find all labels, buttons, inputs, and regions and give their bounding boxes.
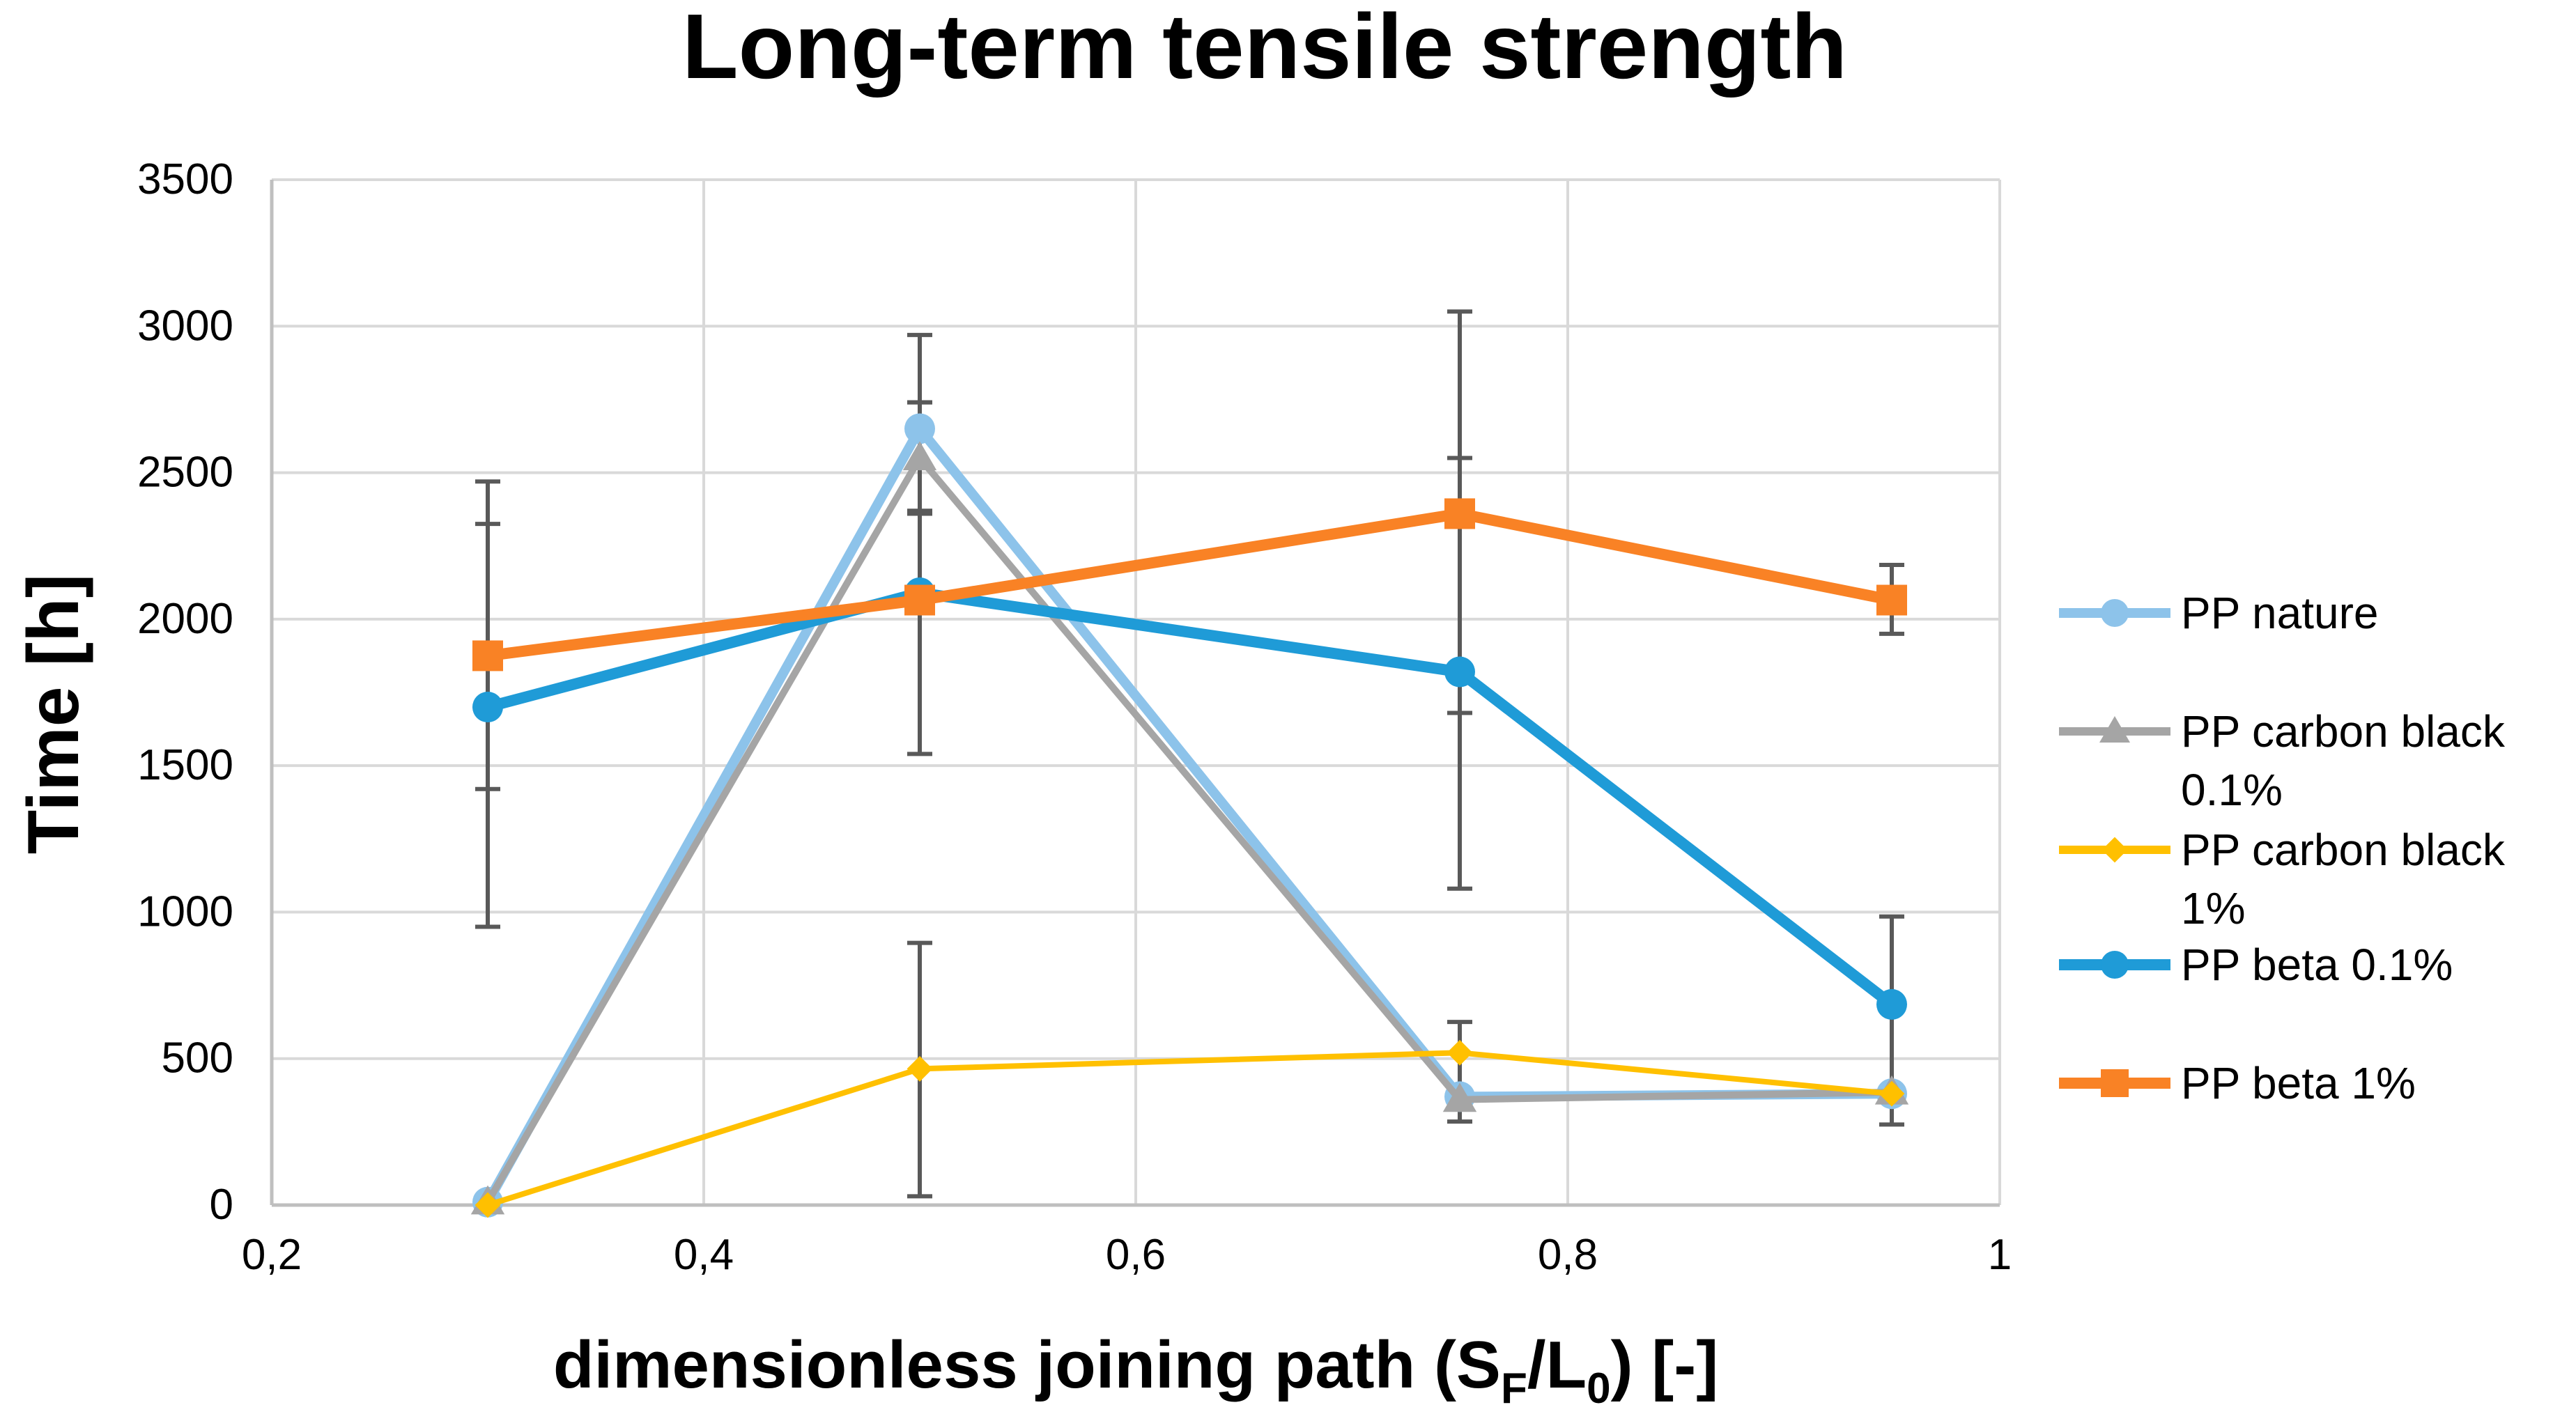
x-axis-label-tail: ) [-] xyxy=(1611,1328,1719,1402)
legend-label-pp-carbon-black-0-1: PP carbon black 0.1% xyxy=(2181,706,2506,815)
y-tick-label: 3000 xyxy=(137,302,233,350)
axes xyxy=(270,180,2000,1207)
x-tick-label: 0,2 xyxy=(242,1231,302,1279)
series-line-pp-carbon-black-0-1 xyxy=(484,454,1892,1204)
legend-label-pp-carbon-black-1: PP carbon black 1% xyxy=(2181,825,2506,933)
data-point-pp-beta-1 xyxy=(1444,498,1475,529)
legend-label-line: PP carbon black xyxy=(2181,825,2506,875)
legend-swatch-marker-pp-nature xyxy=(2101,599,2129,627)
data-point-pp-beta-1 xyxy=(472,640,503,671)
legend-label-line: PP beta 0.1% xyxy=(2181,940,2453,990)
y-tick-label: 3500 xyxy=(137,155,233,203)
legend-label-line: PP beta 1% xyxy=(2181,1058,2416,1108)
x-axis-label-sub-0: 0 xyxy=(1587,1365,1610,1413)
x-tick-labels: 0,2 0,4 0,6 0,8 1 xyxy=(242,1231,2012,1279)
chart-title: Long-term tensile strength xyxy=(682,0,1847,98)
data-point-pp-beta-0-1 xyxy=(472,692,503,723)
x-tick-label: 0,6 xyxy=(1106,1231,1166,1279)
legend-label-line: PP nature xyxy=(2181,588,2378,638)
x-axis-label: dimensionless joining path (SF/L0) [-] xyxy=(553,1328,1718,1413)
data-point-pp-nature xyxy=(904,413,935,444)
data-point-pp-beta-1 xyxy=(1876,584,1907,616)
x-tick-label: 1 xyxy=(1988,1231,2012,1279)
data-point-pp-carbon-black-1 xyxy=(1879,1080,1905,1107)
data-point-pp-carbon-black-1 xyxy=(475,1192,501,1218)
legend-label-line: PP carbon black xyxy=(2181,706,2506,756)
data-point-pp-carbon-black-1 xyxy=(1447,1039,1473,1066)
legend-label-line: 0.1% xyxy=(2181,765,2283,815)
legend-swatch-marker-pp-beta-0-1 xyxy=(2101,951,2129,979)
data-point-pp-beta-0-1 xyxy=(1876,988,1907,1020)
x-axis-label-sub-f: F xyxy=(1501,1365,1527,1413)
data-point-pp-beta-0-1 xyxy=(1444,656,1475,688)
x-tick-label: 0,4 xyxy=(674,1231,734,1279)
series-line-pp-beta-1 xyxy=(486,508,1893,662)
y-tick-label: 1000 xyxy=(137,887,233,935)
legend-label-line: 1% xyxy=(2181,883,2246,933)
x-axis-label-slash: /L xyxy=(1527,1328,1587,1402)
data-point-pp-carbon-black-1 xyxy=(907,1056,933,1082)
data-point-pp-beta-1 xyxy=(904,584,935,616)
x-tick-label: 0,8 xyxy=(1538,1231,1598,1279)
y-axis-label: Time [h] xyxy=(13,574,94,855)
legend-swatch-marker-pp-carbon-black-1 xyxy=(2101,837,2128,863)
legend-swatch-marker-pp-carbon-black-0-1 xyxy=(2099,716,2130,743)
legend-label-pp-beta-0-1: PP beta 0.1% xyxy=(2181,940,2453,990)
y-tick-label: 0 xyxy=(210,1181,233,1229)
series-line-pp-carbon-black-1 xyxy=(486,1050,1892,1208)
y-tick-labels: 0 500 1000 1500 2000 2500 3000 3500 xyxy=(137,155,233,1229)
legend-swatch-marker-pp-beta-1 xyxy=(2101,1069,2129,1097)
series-lines xyxy=(470,413,1909,1218)
series-line-pp-beta-0-1 xyxy=(486,587,1895,1009)
y-tick-label: 2500 xyxy=(137,449,233,497)
data-point-pp-carbon-black-0-1 xyxy=(902,441,937,471)
y-tick-label: 2000 xyxy=(137,595,233,643)
legend-label-pp-beta-1: PP beta 1% xyxy=(2181,1058,2416,1108)
legend-label-pp-nature: PP nature xyxy=(2181,588,2378,638)
data-point-pp-carbon-black-0-1 xyxy=(1442,1082,1477,1112)
y-tick-label: 500 xyxy=(162,1034,233,1082)
x-axis-label-main: dimensionless joining path (S xyxy=(553,1328,1501,1402)
y-tick-label: 1500 xyxy=(137,741,233,789)
